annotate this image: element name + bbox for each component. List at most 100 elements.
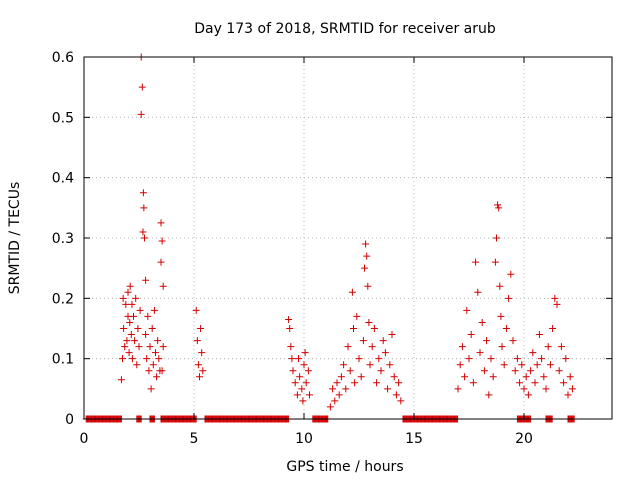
x-tick-label: 20 [515,431,533,447]
data-point-marker [529,349,537,357]
data-point-marker [491,258,499,266]
data-point-marker [531,379,539,387]
data-point-marker [388,331,396,339]
data-point-marker [458,343,466,351]
data-point-marker [540,373,548,381]
data-point-marker [342,385,350,393]
data-point-marker [368,343,376,351]
data-point-marker [485,391,493,399]
data-point-marker [392,391,400,399]
data-point-marker [465,355,473,363]
data-point-marker [364,282,372,290]
data-point-marker [147,385,155,393]
data-point-marker [150,306,158,314]
data-point-marker [395,379,403,387]
data-point-marker [134,325,142,332]
data-point-marker [359,337,367,345]
data-point-marker [487,355,495,363]
y-tick-label: 0.4 [52,171,74,187]
data-point-marker [522,373,530,381]
data-point-marker [299,397,307,405]
data-point-marker [142,331,150,339]
data-point-marker [159,282,167,290]
data-point-marker [121,343,129,351]
data-point-marker [291,379,299,387]
data-point-marker [557,343,565,351]
data-point-marker [143,355,151,363]
data-point-marker [140,204,148,212]
y-tick-label: 0.3 [52,231,74,247]
data-point-marker [366,361,374,369]
data-point-marker [507,270,515,278]
data-point-marker [199,367,207,375]
data-point-marker [469,379,477,387]
data-point-marker [370,325,378,332]
data-point-marker [158,367,166,375]
data-point-marker [288,355,296,363]
data-point-marker [127,331,135,339]
data-point-marker [135,343,143,351]
data-point-marker [379,337,387,345]
data-point-marker [566,373,574,381]
data-point-marker [533,361,541,369]
data-point-marker [125,349,133,357]
data-point-marker [544,343,552,351]
data-point-marker [126,318,134,326]
data-point-marker [197,325,205,332]
data-point-marker [128,300,136,308]
data-point-marker [287,343,295,351]
data-point-marker [148,325,156,332]
data-point-marker [357,373,365,381]
data-point-marker [494,201,502,209]
data-point-marker [298,385,306,393]
data-point-marker [157,258,165,266]
data-point-marker [120,325,128,332]
data-point-marker [138,83,146,91]
data-point-marker [119,294,127,302]
y-tick-label: 0.5 [52,110,74,126]
data-point-marker [480,367,488,375]
data-point-marker [289,367,297,375]
data-point-marker [123,337,131,345]
data-point-marker [454,385,462,393]
data-point-marker [493,234,500,242]
y-tick-label: 0.2 [52,291,74,307]
data-point-marker [194,361,202,369]
y-axis-label: SRMTID / TECUs [7,182,23,295]
data-point-marker [474,288,482,296]
data-point-marker [131,337,139,345]
data-point-marker [472,258,480,266]
data-point-marker [516,379,524,387]
data-point-marker [390,373,398,381]
data-point-marker [351,379,359,387]
data-point-marker [144,312,152,320]
data-point-marker [136,306,144,314]
y-tick-label: 0 [65,412,74,428]
data-point-marker [560,379,568,387]
data-point-marker [137,110,145,118]
data-point-marker [122,300,130,308]
data-point-marker [124,288,132,296]
data-point-marker [306,391,313,399]
data-point-marker [373,379,381,387]
x-tick-label: 10 [295,431,313,447]
data-point-marker [463,306,471,314]
data-point-marker [502,325,510,332]
data-point-marker [483,337,491,345]
data-point-marker [562,355,570,363]
data-point-marker [362,240,370,248]
data-point-marker [117,376,125,384]
x-tick-label: 15 [405,431,423,447]
data-point-marker [132,294,140,302]
data-point-marker [193,337,201,345]
data-point-marker [538,355,546,363]
data-point-marker [476,349,484,357]
data-point-marker [139,189,147,197]
data-point-marker [329,385,337,393]
data-point-marker [326,403,334,411]
data-point-marker [348,288,356,296]
data-point-marker [286,325,294,332]
data-point-marker [478,318,486,326]
data-point-marker [496,282,504,290]
